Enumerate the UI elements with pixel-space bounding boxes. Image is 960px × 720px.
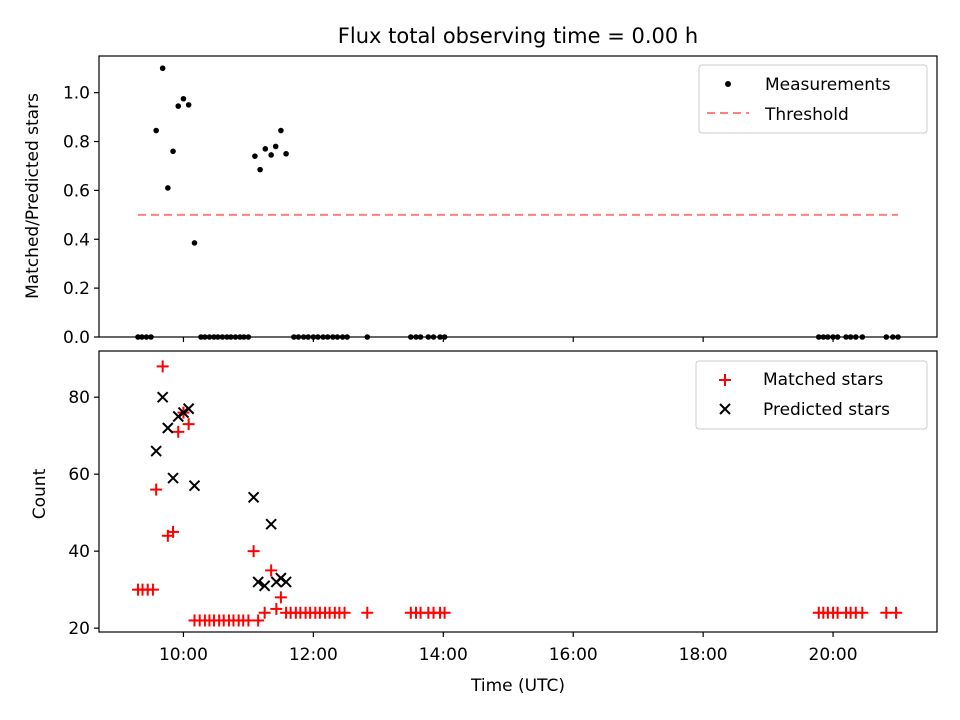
bottom-plot-area bbox=[131, 360, 903, 627]
predicted-stars-point bbox=[258, 580, 271, 592]
top-axes-frame bbox=[98, 55, 938, 338]
measurements-point bbox=[283, 150, 289, 157]
bottom-y-axis-label: Count bbox=[30, 468, 50, 519]
measurements-point bbox=[185, 102, 192, 108]
predicted-stars-point bbox=[162, 422, 174, 434]
top-x-ticks bbox=[182, 337, 834, 342]
top-y-axis-label: Matched/Predicted stars bbox=[23, 93, 43, 299]
x-tick-label: 16:00 bbox=[549, 645, 598, 665]
y-tick-label: 0.4 bbox=[63, 230, 90, 250]
y-tick-label: 60 bbox=[68, 465, 90, 485]
matched-stars-point bbox=[247, 545, 260, 558]
matched-stars-point bbox=[172, 425, 185, 438]
predicted-stars-point bbox=[265, 518, 277, 530]
matched-stars-point bbox=[338, 606, 351, 619]
x-tick-label: 10:00 bbox=[159, 645, 208, 665]
matched-stars-point bbox=[252, 614, 265, 627]
bottom-y-ticks: 20 40 60 80 bbox=[68, 388, 99, 639]
matched-stars-point bbox=[274, 591, 287, 604]
top-legend: Measurements Threshold bbox=[698, 64, 928, 134]
legend-predicted-marker bbox=[719, 403, 731, 415]
bottom-axes-frame bbox=[98, 350, 938, 633]
top-y-ticks: 0.0 0.2 0.4 0.6 0.8 1.0 bbox=[63, 84, 99, 348]
matched-stars-point bbox=[150, 483, 163, 496]
matched-stars-point bbox=[258, 606, 271, 619]
matched-stars-point bbox=[146, 583, 159, 596]
y-tick-label: 80 bbox=[68, 388, 90, 408]
measurements-point bbox=[191, 240, 198, 246]
y-tick-label: 1.0 bbox=[63, 84, 90, 104]
x-tick-label: 20:00 bbox=[809, 645, 858, 665]
chart-title: Flux total observing time = 0.00 h bbox=[338, 24, 698, 48]
matched-stars-point bbox=[156, 360, 169, 373]
y-tick-label: 0.6 bbox=[63, 181, 90, 201]
legend-measurements-label: Measurements bbox=[765, 75, 891, 95]
top-panel: 0.0 0.2 0.4 0.6 0.8 1.0 Matched/Predicted sta… bbox=[23, 55, 938, 348]
measurements-point bbox=[252, 153, 258, 159]
measurements-point bbox=[159, 65, 166, 72]
legend-matched-label: Matched stars bbox=[763, 370, 883, 390]
matched-stars-point bbox=[167, 525, 180, 538]
bottom-x-ticks: 10:00 12:00 14:00 16:00 18:00 20:00 bbox=[159, 632, 858, 665]
predicted-stars-point bbox=[280, 576, 292, 588]
measurements-point bbox=[170, 148, 176, 155]
top-legend-box bbox=[698, 64, 928, 134]
matched-stars-point bbox=[182, 418, 195, 431]
measurements-point bbox=[272, 143, 279, 150]
measurements-point bbox=[153, 127, 159, 134]
legend-threshold-label: Threshold bbox=[764, 105, 849, 125]
measurements-point bbox=[278, 127, 284, 134]
matched-stars-point bbox=[856, 606, 869, 619]
predicted-stars-point bbox=[182, 403, 195, 415]
measurements-point bbox=[175, 103, 182, 109]
matched-stars-point bbox=[890, 606, 903, 619]
bottom-legend-box bbox=[695, 360, 928, 430]
predicted-stars-point bbox=[167, 472, 179, 484]
predicted-stars-point bbox=[188, 480, 201, 492]
matched-stars-point bbox=[270, 602, 283, 615]
predicted-stars-point bbox=[150, 445, 162, 457]
measurements-point bbox=[268, 152, 274, 158]
x-tick-label: 14:00 bbox=[419, 645, 468, 665]
measurements-point bbox=[257, 166, 263, 173]
x-axis-label: Time (UTC) bbox=[470, 676, 565, 696]
y-tick-label: 40 bbox=[68, 542, 90, 562]
predicted-stars-point bbox=[252, 576, 264, 588]
x-tick-label: 12:00 bbox=[289, 645, 338, 665]
y-tick-label: 20 bbox=[68, 619, 90, 639]
legend-predicted-label: Predicted stars bbox=[763, 400, 890, 420]
matched-stars-point bbox=[438, 606, 451, 619]
y-tick-label: 0.0 bbox=[63, 328, 90, 348]
bottom-legend: Matched stars Predicted stars bbox=[695, 360, 928, 430]
predicted-stars-point bbox=[156, 391, 169, 403]
x-tick-label: 18:00 bbox=[679, 645, 728, 665]
matched-stars-point bbox=[265, 564, 278, 577]
predicted-stars-point bbox=[247, 491, 260, 503]
measurements-point bbox=[262, 146, 269, 152]
y-tick-label: 0.2 bbox=[63, 279, 90, 299]
measurements-point bbox=[165, 185, 171, 191]
legend-measurements-marker bbox=[725, 81, 731, 87]
y-tick-label: 0.8 bbox=[63, 133, 90, 153]
measurements-point bbox=[180, 95, 187, 102]
legend-matched-marker bbox=[719, 374, 731, 386]
matched-stars-point bbox=[361, 606, 374, 619]
